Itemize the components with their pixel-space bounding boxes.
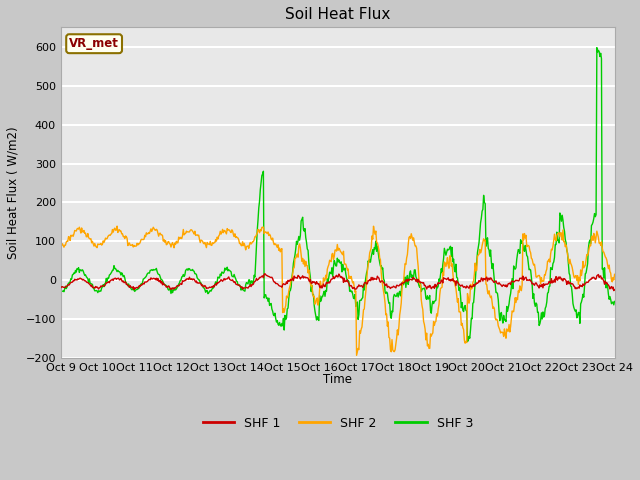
- SHF 1: [57, 285, 65, 290]
- Line: SHF 1: SHF 1: [61, 274, 614, 290]
- Title: Soil Heat Flux: Soil Heat Flux: [285, 7, 390, 22]
- SHF 3: [463, 339, 471, 345]
- SHF 3: [57, 288, 65, 293]
- Y-axis label: Soil Heat Flux ( W/m2): Soil Heat Flux ( W/m2): [7, 126, 20, 259]
- SHF 3: [611, 299, 618, 304]
- SHF 1: [406, 276, 413, 282]
- SHF 1: [67, 280, 75, 286]
- SHF 1: [610, 288, 618, 293]
- X-axis label: Time: Time: [323, 373, 352, 386]
- Line: SHF 2: SHF 2: [61, 226, 614, 355]
- SHF 2: [57, 242, 65, 248]
- SHF 1: [261, 271, 269, 276]
- SHF 2: [67, 232, 75, 238]
- SHF 3: [180, 274, 188, 279]
- SHF 3: [421, 288, 429, 294]
- SHF 2: [113, 223, 121, 229]
- SHF 2: [125, 240, 132, 246]
- SHF 1: [180, 278, 188, 284]
- Legend: SHF 1, SHF 2, SHF 3: SHF 1, SHF 2, SHF 3: [198, 411, 478, 434]
- SHF 2: [423, 330, 431, 336]
- SHF 3: [124, 283, 132, 288]
- SHF 2: [353, 352, 360, 358]
- SHF 2: [406, 235, 414, 241]
- SHF 1: [209, 283, 217, 288]
- Text: VR_met: VR_met: [69, 37, 119, 50]
- SHF 3: [405, 277, 413, 283]
- SHF 3: [593, 45, 601, 50]
- SHF 1: [422, 284, 429, 289]
- Line: SHF 3: SHF 3: [61, 48, 614, 342]
- SHF 1: [611, 287, 618, 292]
- SHF 3: [67, 276, 75, 281]
- SHF 2: [611, 272, 618, 277]
- SHF 2: [211, 240, 218, 246]
- SHF 3: [209, 285, 217, 291]
- SHF 1: [124, 282, 132, 288]
- SHF 2: [181, 231, 189, 237]
